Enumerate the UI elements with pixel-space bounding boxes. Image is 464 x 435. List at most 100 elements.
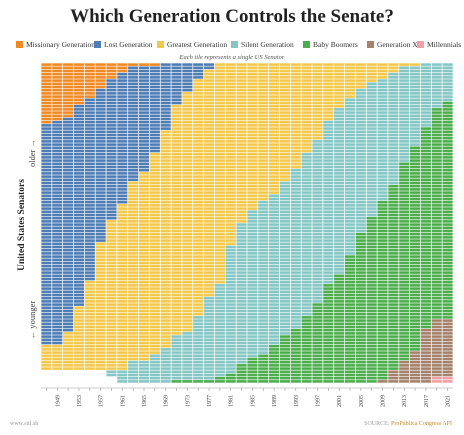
- senator-tile-silent-generation: [355, 204, 366, 207]
- senator-tile-baby-boomers: [225, 380, 236, 383]
- senator-tile-greatest-generation: [171, 268, 182, 271]
- senator-tile-baby-boomers: [344, 341, 356, 345]
- senator-tile-greatest-generation: [269, 98, 280, 102]
- senator-tile-lost-generation: [52, 325, 63, 329]
- senator-tile-greatest-generation: [225, 127, 236, 130]
- senator-tile-baby-boomers: [399, 338, 410, 342]
- senator-tile-baby-boomers: [399, 322, 410, 326]
- senator-tile-lost-generation: [95, 108, 106, 111]
- senator-tile-silent-generation: [312, 172, 323, 175]
- senator-tile-silent-generation: [247, 210, 258, 214]
- senator-tile-baby-boomers: [388, 223, 399, 226]
- senator-tile-lost-generation: [52, 175, 63, 178]
- senator-tile-silent-generation: [388, 108, 399, 111]
- senator-tile-generation-x: [420, 348, 431, 351]
- senator-tile-greatest-generation: [171, 325, 182, 329]
- senator-tile-greatest-generation: [149, 229, 160, 233]
- senator-tile-greatest-generation: [312, 85, 323, 89]
- senator-tile-silent-generation: [301, 223, 312, 226]
- senator-tile-silent-generation: [258, 328, 269, 332]
- senator-tile-baby-boomers: [431, 261, 442, 265]
- senator-tile-silent-generation: [171, 360, 182, 364]
- senator-tile-silent-generation: [301, 226, 312, 230]
- senator-tile-silent-generation: [355, 200, 366, 204]
- senator-tile-silent-generation: [344, 252, 356, 255]
- senator-tile-baby-boomers: [355, 287, 366, 290]
- senator-tile-lost-generation: [95, 220, 106, 223]
- senator-tile-lost-generation: [41, 328, 52, 332]
- senator-tile-baby-boomers: [431, 108, 442, 111]
- senator-tile-greatest-generation: [182, 156, 193, 159]
- senator-tile-lost-generation: [95, 229, 106, 233]
- senator-tile-greatest-generation: [388, 66, 399, 70]
- senator-tile-silent-generation: [323, 194, 334, 198]
- senator-tile-greatest-generation: [128, 293, 139, 297]
- senator-tile-lost-generation: [138, 168, 150, 172]
- senator-tile-greatest-generation: [171, 204, 182, 207]
- senator-tile-greatest-generation: [171, 168, 182, 172]
- senator-tile-silent-generation: [334, 120, 345, 124]
- senator-tile-greatest-generation: [203, 290, 215, 294]
- senator-tile-silent-generation: [366, 98, 377, 102]
- senator-tile-lost-generation: [95, 104, 106, 108]
- senator-tile-baby-boomers: [431, 140, 442, 143]
- senator-tile-greatest-generation: [203, 220, 215, 223]
- senator-tile-baby-boomers: [420, 252, 431, 255]
- senator-tile-greatest-generation: [193, 197, 204, 201]
- senator-tile-lost-generation: [160, 92, 171, 95]
- senator-tile-baby-boomers: [355, 341, 366, 345]
- senator-tile-greatest-generation: [106, 284, 117, 287]
- senator-tile-baby-boomers: [431, 223, 442, 226]
- senator-tile-lost-generation: [128, 117, 139, 121]
- senator-tile-baby-boomers: [420, 322, 431, 326]
- senator-tile-silent-generation: [203, 322, 215, 326]
- senator-tile-baby-boomers: [388, 197, 399, 201]
- senator-tile-silent-generation: [247, 328, 258, 332]
- senator-tile-baby-boomers: [377, 312, 388, 316]
- senator-tile-greatest-generation: [84, 280, 95, 284]
- senator-tile-lost-generation: [171, 98, 182, 102]
- senator-tile-lost-generation: [95, 236, 106, 239]
- senator-tile-silent-generation: [290, 229, 301, 233]
- senator-tile-generation-x: [442, 351, 453, 354]
- senator-tile-silent-generation: [236, 226, 247, 230]
- senator-tile-lost-generation: [128, 114, 139, 118]
- senator-tile-lost-generation: [117, 140, 128, 143]
- senator-tile-baby-boomers: [420, 239, 431, 242]
- senator-tile-greatest-generation: [128, 200, 139, 204]
- senator-tile-greatest-generation: [214, 162, 225, 166]
- senator-tile-missionary-generation: [63, 92, 74, 95]
- senator-tile-baby-boomers: [431, 316, 442, 319]
- footer-source-link[interactable]: ProPublica Congress API: [390, 421, 452, 427]
- senator-tile-baby-boomers: [279, 335, 291, 338]
- legend-swatch: [417, 41, 424, 48]
- senator-tile-silent-generation: [323, 133, 334, 137]
- senator-tile-baby-boomers: [344, 300, 356, 303]
- senator-tile-greatest-generation: [138, 248, 150, 252]
- senator-tile-silent-generation: [334, 124, 345, 127]
- senator-tile-generation-x: [431, 344, 442, 348]
- senator-tile-lost-generation: [52, 322, 63, 326]
- senator-tile-silent-generation: [388, 178, 399, 182]
- senator-tile-lost-generation: [41, 335, 52, 338]
- senator-tile-silent-generation: [312, 229, 323, 233]
- senator-tile-greatest-generation: [138, 351, 150, 354]
- senator-tile-lost-generation: [73, 236, 85, 239]
- senator-tile-missionary-generation: [73, 66, 85, 70]
- senator-tile-lost-generation: [95, 172, 106, 175]
- senator-tile-baby-boomers: [366, 357, 377, 361]
- senator-tile-lost-generation: [128, 82, 139, 86]
- senator-tile-greatest-generation: [52, 364, 63, 367]
- senator-tile-greatest-generation: [225, 220, 236, 223]
- senator-tile-greatest-generation: [225, 239, 236, 242]
- senator-tile-baby-boomers: [431, 111, 442, 114]
- senator-tile-baby-boomers: [344, 380, 356, 383]
- senator-tile-greatest-generation: [225, 98, 236, 102]
- senator-tile-lost-generation: [128, 95, 139, 98]
- senator-tile-silent-generation: [279, 213, 291, 217]
- senator-tile-silent-generation: [323, 184, 334, 188]
- senator-tile-lost-generation: [128, 72, 139, 76]
- senator-tile-greatest-generation: [193, 124, 204, 127]
- senator-tile-lost-generation: [84, 165, 95, 169]
- senator-tile-baby-boomers: [344, 306, 356, 310]
